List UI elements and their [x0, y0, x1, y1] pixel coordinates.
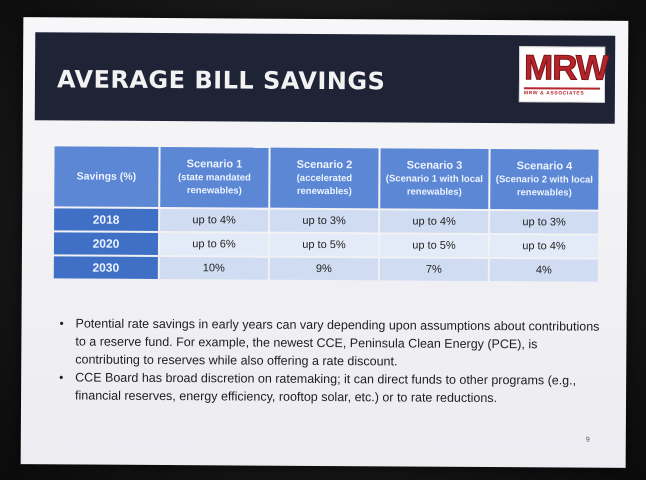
value-cell: 7% — [379, 258, 488, 281]
year-cell: 2020 — [53, 232, 159, 255]
table-row: 2018 up to 4% up to 3% up to 4% up to 3% — [54, 208, 599, 234]
header-savings: Savings (%) — [54, 146, 159, 207]
value-cell: up to 3% — [270, 209, 379, 233]
bullet-dot-icon: • — [59, 370, 64, 385]
value-cell: up to 4% — [380, 210, 489, 233]
year-cell: 2030 — [53, 256, 158, 279]
presentation-slide: AVERAGE BILL SAVINGS MRW MRW & ASSOCIATE… — [20, 17, 629, 468]
slide-title: AVERAGE BILL SAVINGS — [56, 65, 386, 96]
bullet-list: • Potential rate savings in early years … — [59, 314, 605, 407]
scenario-desc: (Scenario 2 with local renewables) — [495, 173, 593, 199]
value-cell: up to 4% — [160, 208, 269, 232]
header-scenario-1: Scenario 1 (state mandated renewables) — [160, 146, 269, 208]
logo-subtitle: MRW & ASSOCIATES — [523, 90, 585, 97]
value-cell: 10% — [159, 256, 268, 280]
logo-mark-text: MRW — [523, 48, 609, 89]
value-cell: 4% — [489, 259, 598, 282]
logo-mark: MRW — [523, 48, 609, 89]
table-row: 2020 up to 6% up to 5% up to 5% up to 4% — [53, 232, 599, 258]
table-row: 2030 10% 9% 7% 4% — [53, 256, 598, 282]
scenario-name: Scenario 1 — [186, 157, 243, 170]
bullet-text: CCE Board has broad discretion on ratema… — [75, 370, 577, 406]
header-scenario-2: Scenario 2 (accelerated renewables) — [270, 147, 379, 209]
table-header-row: Savings (%) Scenario 1 (state mandated r… — [54, 146, 599, 210]
bullet-item: • CCE Board has broad discretion on rate… — [59, 368, 604, 407]
value-cell: up to 4% — [489, 235, 599, 258]
scenario-name: Scenario 3 — [406, 159, 463, 172]
value-cell: up to 5% — [379, 234, 489, 257]
header-scenario-4: Scenario 4 (Scenario 2 with local renewa… — [490, 149, 599, 210]
year-cell: 2018 — [54, 208, 159, 231]
value-cell: up to 5% — [269, 233, 379, 257]
bullet-dot-icon: • — [59, 316, 64, 331]
savings-table: Savings (%) Scenario 1 (state mandated r… — [52, 144, 601, 283]
page-number: 9 — [585, 436, 590, 444]
scenario-desc: (Scenario 1 with local renewables) — [385, 172, 483, 198]
value-cell: up to 3% — [490, 211, 599, 234]
slide-header: AVERAGE BILL SAVINGS MRW MRW & ASSOCIATE… — [34, 32, 616, 124]
scenario-desc: (state mandated renewables) — [177, 171, 251, 196]
value-cell: 9% — [269, 257, 378, 281]
scenario-name: Scenario 2 — [296, 158, 353, 171]
header-scenario-3: Scenario 3 (Scenario 1 with local renewa… — [380, 148, 489, 209]
value-cell: up to 6% — [159, 232, 269, 256]
scenario-name: Scenario 4 — [516, 159, 573, 173]
bullet-item: • Potential rate savings in early years … — [59, 314, 604, 371]
company-logo: MRW MRW & ASSOCIATES — [518, 46, 609, 103]
bullet-text: Potential rate savings in early years ca… — [75, 316, 600, 369]
scenario-desc: (accelerated renewables) — [296, 172, 353, 197]
